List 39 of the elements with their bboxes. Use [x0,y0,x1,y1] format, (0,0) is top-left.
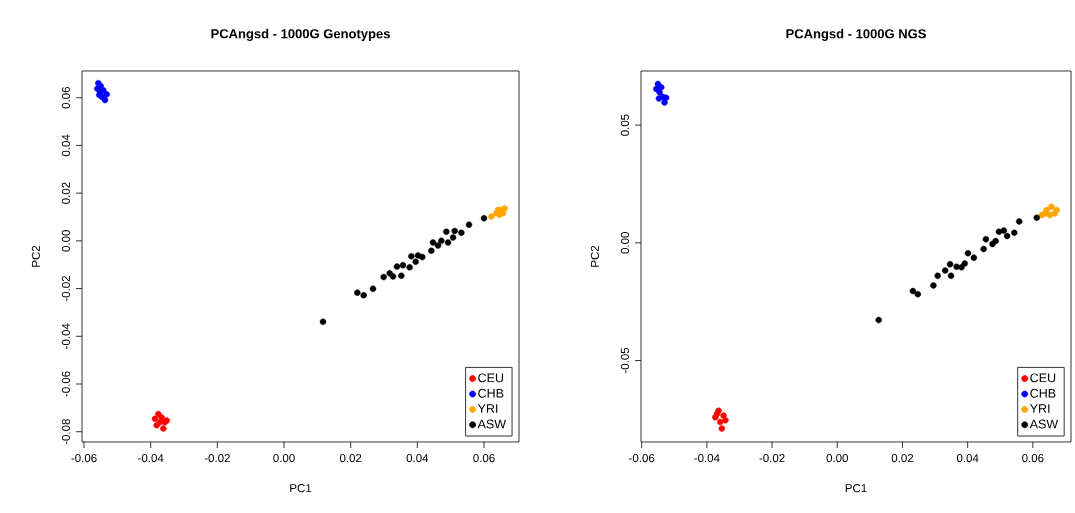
x-tick-label: 0.06 [1022,454,1044,463]
y-tick-label: 0.00 [61,230,70,252]
x-tick-label: -0.06 [629,454,655,463]
x-tick-label: -0.06 [71,454,97,463]
x-tick-label: 0.02 [339,454,362,463]
x-tick-label: 0.00 [273,454,295,463]
x-axis-title: PC1 [845,484,867,493]
y-tick-label: -0.08 [61,419,70,445]
y-tick-label: 0.04 [61,134,70,157]
legend-label: YRI [1029,404,1050,413]
y-axis-title: PC2 [31,245,40,267]
x-tick-label: 0.04 [406,454,429,463]
y-tick-label: -0.04 [61,323,70,349]
x-tick-label: 0.06 [473,454,495,463]
x-tick-label: -0.02 [204,454,230,463]
chart-title: PCAngsd - 1000G Genotypes [211,28,390,41]
legend-label: CEU [478,373,504,383]
y-tick-label: -0.05 [620,347,629,374]
legend-label: ASW [1029,419,1059,429]
x-axis-title: PC1 [290,484,312,493]
y-tick-label: -0.02 [61,276,70,302]
x-tick-label: -0.04 [138,454,164,463]
x-tick-label: 0.00 [826,454,849,463]
x-tick-label: 0.02 [891,454,914,463]
x-tick-label: -0.02 [759,454,785,463]
x-tick-label: -0.04 [694,454,720,463]
legend-label: CHB [1030,388,1056,398]
y-axis-title: PC2 [590,245,599,267]
legend-label: ASW [477,419,507,429]
y-tick-label: 0.00 [620,232,629,254]
x-tick-label: 0.04 [956,454,979,463]
legend-label: YRI [477,404,498,413]
y-tick-label: -0.06 [61,371,70,397]
legend-label: CHB [478,388,504,398]
y-tick-label: 0.02 [61,182,70,204]
y-tick-label: 0.05 [620,114,629,136]
legend-label: CEU [1030,373,1056,383]
chart-title: PCAngsd - 1000G NGS [786,28,926,41]
y-tick-label: 0.06 [61,87,70,109]
